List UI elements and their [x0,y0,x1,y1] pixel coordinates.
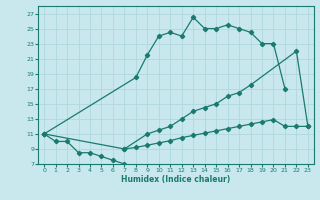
X-axis label: Humidex (Indice chaleur): Humidex (Indice chaleur) [121,175,231,184]
